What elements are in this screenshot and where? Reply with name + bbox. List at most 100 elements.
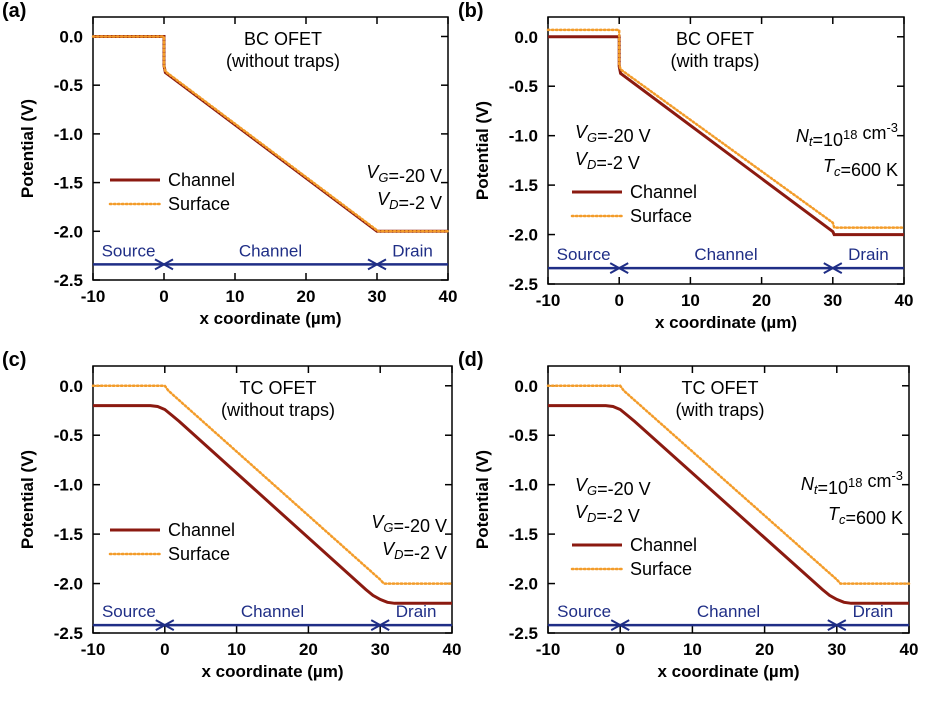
y-axis-label: Potential (V) [473,101,492,200]
y-axis-label: Potential (V) [473,450,492,549]
bias-annotation: VD=-2 V [575,149,640,173]
region-label-drain: Drain [848,245,889,264]
y-tick-label: -1.5 [509,176,538,195]
chart-panel-a: (a) 0.0 -0.5 -1.0 -1.5 -2.0 -2.5-10 0 10 20 30 40 x … [2,0,457,328]
x-tick-label: 40 [443,640,462,659]
region-label-source: Source [557,245,611,264]
y-tick-label: -0.5 [509,426,538,445]
legend-label-channel: Channel [168,520,235,540]
x-tick-label: -10 [81,287,106,306]
plot-frame [92,365,453,634]
region-label-drain: Drain [853,602,894,621]
bias-annotation: VD=-2 V [382,539,447,563]
x-tick-label: 30 [368,287,387,306]
x-tick-label: 40 [900,640,919,659]
region-label-channel: Channel [697,602,760,621]
y-tick-label: -2.5 [509,624,538,643]
x-tick-label: 30 [823,291,842,310]
region-label-drain: Drain [396,602,437,621]
y-tick-label: -2.0 [509,575,538,594]
bias-annotation: VD=-2 V [575,502,640,526]
legend-label-channel: Channel [630,535,697,555]
x-tick-label: 20 [755,640,774,659]
y-tick-label: -2.0 [54,222,83,241]
x-tick-label: 10 [226,287,245,306]
x-tick-label: 30 [827,640,846,659]
plot-frame [547,365,910,634]
series-line-surface [546,28,906,229]
region-boundary-arrow-icon [610,619,630,631]
y-tick-label: 0.0 [59,377,83,396]
x-tick-label: 40 [439,287,458,306]
region-boundary-arrow-icon [154,258,174,271]
x-axis-label: x coordinate (µm) [657,662,799,681]
bias-annotation: VG=-20 V [366,162,442,186]
region-label-source: Source [557,602,611,621]
legend-label-surface: Surface [630,559,692,579]
y-tick-label: -1.5 [54,174,83,193]
y-tick-label: -1.5 [509,525,538,544]
x-tick-label: -10 [536,291,561,310]
y-tick-label: -1.0 [509,476,538,495]
x-tick-label: 10 [681,291,700,310]
series-line-channel [93,404,452,605]
x-tick-label: 40 [895,291,914,310]
region-boundary-arrow-icon [370,619,390,631]
y-tick-label: -2.5 [54,271,83,290]
series-line-channel [548,404,909,605]
trap-annotation: Nt=1018 cm-3 [801,468,903,498]
series-line-surface [546,384,911,585]
bias-annotation: VG=-20 V [575,475,651,499]
legend-label-surface: Surface [168,194,230,214]
region-label-drain: Drain [392,241,433,260]
x-tick-label: 0 [614,291,623,310]
bias-annotation: VG=-20 V [371,512,447,536]
region-label-channel: Channel [239,241,302,260]
region-boundary-arrow-icon [823,262,843,275]
y-tick-label: -1.5 [54,525,83,544]
x-tick-label: 0 [160,640,169,659]
chart-panel-d: (d) 0.0 -0.5 -1.0 -1.5 -2.0 -2.5-10 0 10 20 30 40 x … [458,349,918,681]
region-boundary-arrow-icon [609,262,629,275]
chart-title: BC OFET [244,29,322,49]
series-line-surface [91,384,454,585]
legend-label-channel: Channel [168,170,235,190]
x-tick-label: 20 [299,640,318,659]
panel-label: (c) [2,349,26,371]
y-tick-label: -0.5 [509,77,538,96]
panel-label: (b) [458,0,484,22]
bias-annotation: VD=-2 V [377,189,442,213]
x-axis-label: x coordinate (µm) [199,309,341,328]
x-tick-label: 0 [615,640,624,659]
bias-annotation: VG=-20 V [575,122,651,146]
y-axis-label: Potential (V) [18,99,37,198]
series-line-surface [91,35,450,233]
region-label-source: Source [102,241,156,260]
x-tick-label: 20 [297,287,316,306]
region-label-channel: Channel [694,245,757,264]
y-tick-label: -1.0 [54,125,83,144]
chart-subtitle: (with traps) [675,400,764,420]
y-tick-label: -2.0 [54,575,83,594]
y-tick-label: 0.0 [514,377,538,396]
y-tick-label: -0.5 [54,426,83,445]
y-tick-label: -1.0 [54,476,83,495]
chart-title: BC OFET [676,29,754,49]
y-tick-label: 0.0 [514,28,538,47]
region-label-channel: Channel [241,602,304,621]
chart-panel-b: (b) 0.0 -0.5 -1.0 -1.5 -2.0 -2.5-10 0 10 20 30 40 x … [458,0,913,332]
region-boundary-arrow-icon [367,258,387,271]
y-tick-label: -2.5 [509,275,538,294]
chart-subtitle: (without traps) [221,400,335,420]
x-tick-label: -10 [81,640,106,659]
chart-title: TC OFET [682,378,759,398]
y-tick-label: 0.0 [59,27,83,46]
chart-title: TC OFET [240,378,317,398]
chart-subtitle: (without traps) [226,51,340,71]
panel-label: (d) [458,349,484,371]
chart-panel-c: (c) 0.0 -0.5 -1.0 -1.5 -2.0 -2.5-10 0 10 20 30 40 x … [2,349,461,681]
plot-frame [92,16,449,281]
panel-label: (a) [2,0,26,22]
